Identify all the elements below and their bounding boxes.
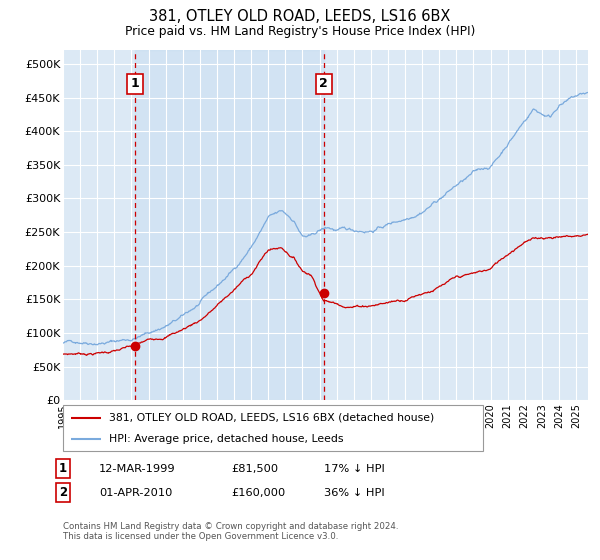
Text: £160,000: £160,000 [231, 488, 285, 498]
Text: 36% ↓ HPI: 36% ↓ HPI [324, 488, 385, 498]
Text: 1: 1 [130, 77, 139, 90]
Text: 381, OTLEY OLD ROAD, LEEDS, LS16 6BX (detached house): 381, OTLEY OLD ROAD, LEEDS, LS16 6BX (de… [109, 413, 434, 423]
Text: Price paid vs. HM Land Registry's House Price Index (HPI): Price paid vs. HM Land Registry's House … [125, 25, 475, 38]
Text: 2: 2 [319, 77, 328, 90]
Text: 12-MAR-1999: 12-MAR-1999 [99, 464, 176, 474]
Text: 2: 2 [59, 486, 67, 500]
Text: 381, OTLEY OLD ROAD, LEEDS, LS16 6BX: 381, OTLEY OLD ROAD, LEEDS, LS16 6BX [149, 10, 451, 24]
Text: 01-APR-2010: 01-APR-2010 [99, 488, 172, 498]
Text: Contains HM Land Registry data © Crown copyright and database right 2024.
This d: Contains HM Land Registry data © Crown c… [63, 522, 398, 542]
FancyBboxPatch shape [63, 405, 483, 451]
Text: £81,500: £81,500 [231, 464, 278, 474]
Text: HPI: Average price, detached house, Leeds: HPI: Average price, detached house, Leed… [109, 434, 344, 444]
Bar [134, 50, 324, 400]
Text: 1: 1 [59, 462, 67, 475]
Text: 17% ↓ HPI: 17% ↓ HPI [324, 464, 385, 474]
